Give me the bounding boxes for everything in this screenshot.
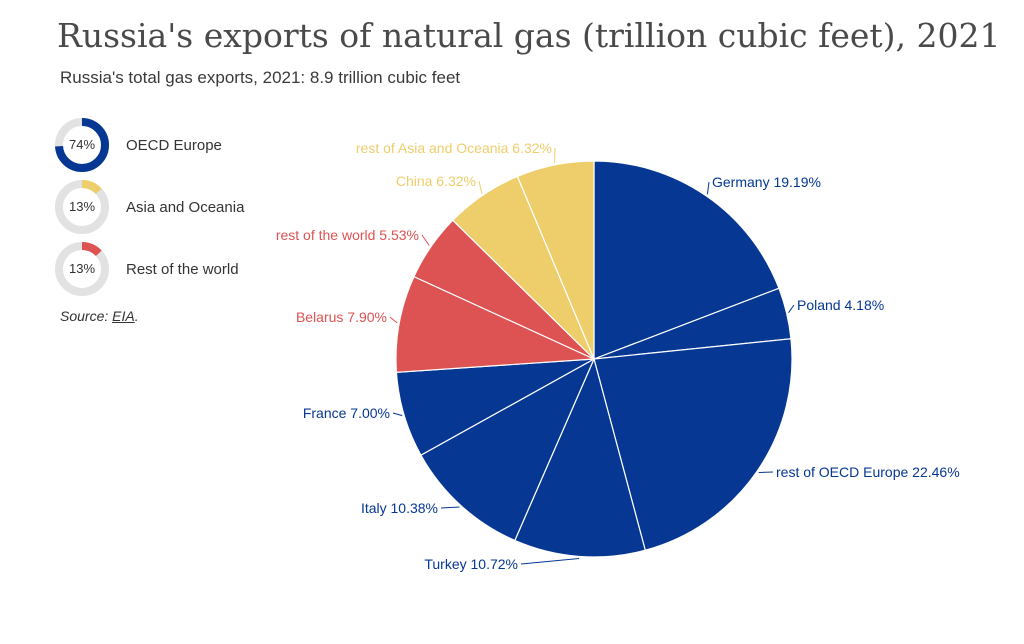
pie-slice [593,338,793,551]
slice-label: Germany 19.19% [712,174,821,190]
slice-label: China 6.32% [396,173,476,189]
slice-label: Turkey 10.72% [424,556,518,572]
donut-ring [55,118,109,172]
legend: 74% OECD Europe 13% Asia and Oceania 13%… [54,114,244,300]
source-prefix: Source: [60,308,113,324]
slice-leader-line [392,412,403,417]
source-suffix: . [134,308,139,324]
pie-slice [514,357,647,558]
slice-leader-line [478,180,483,194]
pie-slice [516,160,595,360]
slice-label: rest of Asia and Oceania 6.32% [356,140,552,156]
legend-item-rest-of-world: 13% Rest of the world [54,238,244,300]
slice-leader-line [421,234,430,246]
donut-fill [55,180,109,234]
chart-title: Russia's exports of natural gas (trillio… [57,16,1001,55]
slice-leader-line [520,557,580,565]
legend-item-oecd-europe: 74% OECD Europe [54,114,244,176]
slice-label: rest of the world 5.53% [276,227,419,243]
slice-leader-line [440,506,460,509]
legend-label: Asia and Oceania [126,198,245,216]
pie-slice [420,357,596,542]
source-link[interactable]: EIA [112,308,135,324]
chart-subtitle: Russia's total gas exports, 2021: 8.9 tr… [60,68,461,87]
legend-percent: 74% [68,137,96,152]
source-note: Source: EIA. [60,308,139,324]
slice-label: Italy 10.38% [361,500,438,516]
donut-ring [55,180,109,234]
legend-donut-oecd-europe: 74% [54,117,110,173]
legend-donut-asia-oceania: 13% [54,179,110,235]
legend-donut-rest-of-world: 13% [54,241,110,297]
donut-fill [55,118,109,172]
legend-label: OECD Europe [126,136,222,154]
donut-ring [55,242,109,296]
legend-percent: 13% [68,199,96,214]
legend-label: Rest of the world [126,260,239,278]
slice-label: Poland 4.18% [797,297,884,313]
pie-slice [395,275,595,373]
pie-slice [593,160,780,360]
slice-label: Belarus 7.90% [296,309,387,325]
slice-leader-line [788,304,795,313]
legend-percent: 13% [68,261,96,276]
slice-leader-line [706,181,710,195]
slice-label: rest of OECD Europe 22.46% [776,464,960,480]
donut-fill [55,242,109,296]
slice-leader-line [389,316,398,324]
slice-label: France 7.00% [303,405,390,421]
legend-item-asia-oceania: 13% Asia and Oceania [54,176,244,238]
